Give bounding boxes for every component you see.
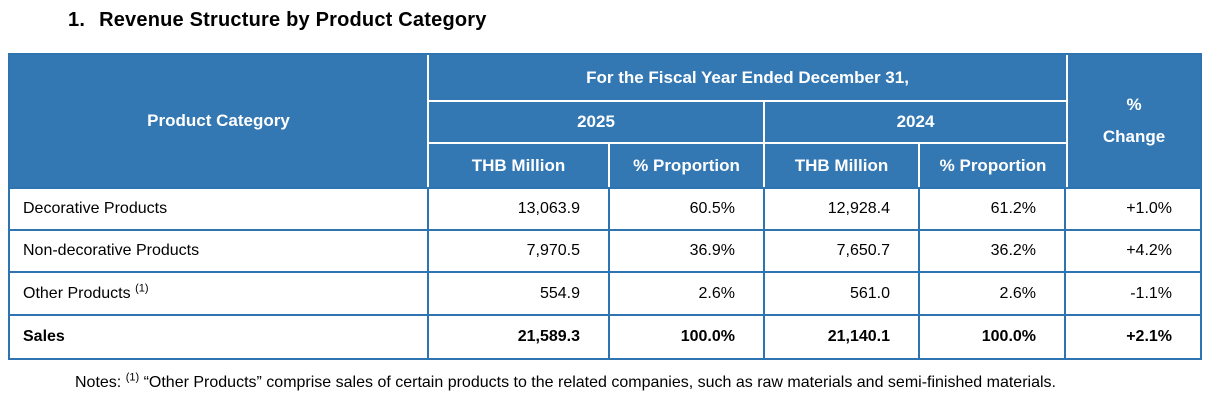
cell-change: +1.0% bbox=[1066, 187, 1201, 229]
header-proportion-2025: % Proportion bbox=[610, 144, 765, 187]
header-row-years: 2025 2024 bbox=[10, 102, 1200, 144]
cell-category-text: Other Products bbox=[23, 284, 131, 302]
header-year-2025: 2025 bbox=[429, 102, 765, 144]
table-row-non-decorative-products: Non-decorative Products 7,970.5 36.9% 7,… bbox=[10, 229, 1201, 271]
cell-change: +4.2% bbox=[1066, 229, 1201, 271]
section-title-text: Revenue Structure by Product Category bbox=[99, 9, 487, 31]
cell-thb-2024: 561.0 bbox=[765, 271, 920, 314]
header-thb-million-2025: THB Million bbox=[429, 144, 610, 187]
table-row-other-products: Other Products (1) 554.9 2.6% 561.0 2.6%… bbox=[10, 271, 1201, 314]
footnote-marker: (1) bbox=[135, 282, 149, 295]
cell-category: Non-decorative Products bbox=[10, 229, 429, 271]
cell-category: Decorative Products bbox=[10, 187, 429, 229]
cell-thb-2025: 554.9 bbox=[429, 271, 610, 314]
cell-thb-2025: 21,589.3 bbox=[429, 314, 610, 358]
section-number: 1. bbox=[68, 9, 86, 31]
header-thb-million-2024: THB Million bbox=[765, 144, 920, 187]
footnote-prefix: Notes: bbox=[75, 374, 126, 391]
header-year-2024: 2024 bbox=[765, 102, 1067, 144]
cell-thb-2024: 7,650.7 bbox=[765, 229, 920, 271]
footnote-text: “Other Products” comprise sales of certa… bbox=[139, 374, 1056, 391]
cell-prop-2024: 2.6% bbox=[920, 271, 1067, 314]
cell-prop-2025: 36.9% bbox=[610, 229, 765, 271]
header-proportion-2024: % Proportion bbox=[920, 144, 1067, 187]
cell-thb-2025: 13,063.9 bbox=[429, 187, 610, 229]
cell-prop-2025: 100.0% bbox=[610, 314, 765, 358]
cell-prop-2024: 36.2% bbox=[920, 229, 1067, 271]
header-fiscal-year: For the Fiscal Year Ended December 31, bbox=[429, 55, 1067, 102]
cell-change: -1.1% bbox=[1066, 271, 1201, 314]
cell-prop-2024: 100.0% bbox=[920, 314, 1067, 358]
cell-change: +2.1% bbox=[1066, 314, 1201, 358]
cell-prop-2025: 2.6% bbox=[610, 271, 765, 314]
cell-thb-2024: 21,140.1 bbox=[765, 314, 920, 358]
header-pct-change: % Change bbox=[1066, 55, 1201, 187]
header-pct-change-line2: Change bbox=[1102, 127, 1166, 146]
footnote: Notes: (1) “Other Products” comprise sal… bbox=[75, 371, 1056, 392]
section-title: 1. Revenue Structure by Product Category bbox=[68, 9, 487, 32]
cell-prop-2024: 61.2% bbox=[920, 187, 1067, 229]
cell-prop-2025: 60.5% bbox=[610, 187, 765, 229]
footnote-sup: (1) bbox=[125, 371, 140, 384]
header-product-category: Product Category bbox=[10, 55, 429, 187]
table-row-sales-total: Sales 21,589.3 100.0% 21,140.1 100.0% +2… bbox=[10, 314, 1201, 358]
cell-category: Sales bbox=[10, 314, 429, 358]
header-row-units: THB Million % Proportion THB Million % P… bbox=[10, 144, 1200, 187]
cell-thb-2024: 12,928.4 bbox=[765, 187, 920, 229]
cell-category: Other Products (1) bbox=[10, 271, 429, 314]
cell-thb-2025: 7,970.5 bbox=[429, 229, 610, 271]
table-row-decorative-products: Decorative Products 13,063.9 60.5% 12,92… bbox=[10, 187, 1201, 229]
header-row-fiscal-year: Product Category For the Fiscal Year End… bbox=[10, 55, 1201, 187]
revenue-structure-table: Product Category For the Fiscal Year End… bbox=[8, 53, 1203, 360]
header-pct-change-line1: % bbox=[1126, 94, 1142, 114]
